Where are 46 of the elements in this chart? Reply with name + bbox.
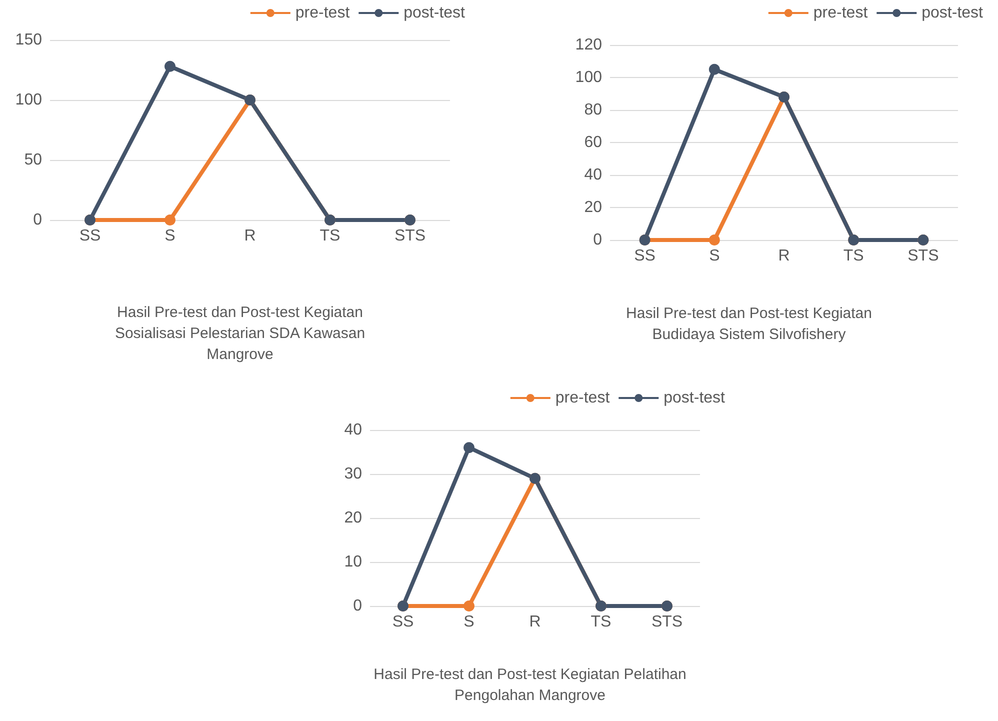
y-tick-label: 100 — [575, 69, 602, 86]
point — [164, 214, 176, 226]
x-tick-label: S — [164, 228, 176, 244]
y-tick-label: 100 — [15, 92, 42, 108]
legend-label: post-test — [404, 4, 466, 22]
y-tick-label: 80 — [584, 102, 602, 118]
y-tick-label: 120 — [575, 36, 602, 54]
x-tick-label: R — [529, 614, 541, 630]
x-tick-label: S — [464, 614, 474, 630]
text: Hasil Pre-test dan Post-test Kegiatan Sosialisasi Pelestarian SDA Kawasan Mangrove — [114, 304, 366, 363]
y-tick-label: 20 — [584, 199, 602, 216]
y-tick-label: 0 — [593, 232, 602, 248]
y-tick-label: 20 — [344, 510, 362, 526]
legend-label: post-test — [922, 4, 984, 22]
y-tick-label: 50 — [24, 152, 42, 168]
y-tick-label: 10 — [344, 554, 362, 570]
point — [464, 600, 474, 612]
legend-label: pre-test — [813, 4, 868, 22]
point — [164, 60, 176, 72]
x-tick-label: STS — [908, 248, 939, 264]
legend-label: pre-test — [555, 390, 610, 406]
x-tick-label: S — [709, 248, 720, 264]
x-tick-label: R — [244, 228, 256, 244]
text: Hasil Pre-test dan Post-test Kegiatan Pelatihan Pengolahan Mangrove — [374, 666, 686, 704]
x-tick-label: SS — [634, 248, 656, 264]
y-tick-label: 60 — [584, 134, 602, 151]
x-tick-label: TS — [590, 614, 612, 630]
x-tick-label: TS — [843, 248, 864, 264]
y-tick-label: 40 — [584, 166, 602, 184]
x-tick-label: STS — [394, 228, 426, 244]
text: Hasil Pre-test dan Post-test Kegiatan Budidaya Sistem Silvofishery — [626, 305, 872, 343]
point — [708, 64, 720, 75]
y-tick-label: 0 — [33, 212, 42, 228]
y-tick-label: 40 — [344, 422, 362, 438]
x-tick-label: SS — [392, 614, 414, 630]
point — [708, 234, 720, 246]
legend-label: post-test — [664, 390, 726, 406]
x-tick-label: TS — [320, 228, 340, 244]
legend-label: pre-test — [295, 4, 350, 22]
y-tick-label: 0 — [353, 598, 362, 614]
x-tick-label: SS — [79, 228, 101, 244]
point — [464, 442, 474, 454]
y-tick-label: 150 — [15, 32, 42, 48]
y-tick-label: 30 — [344, 466, 362, 482]
x-tick-label: R — [778, 248, 790, 264]
x-tick-label: STS — [651, 614, 683, 630]
